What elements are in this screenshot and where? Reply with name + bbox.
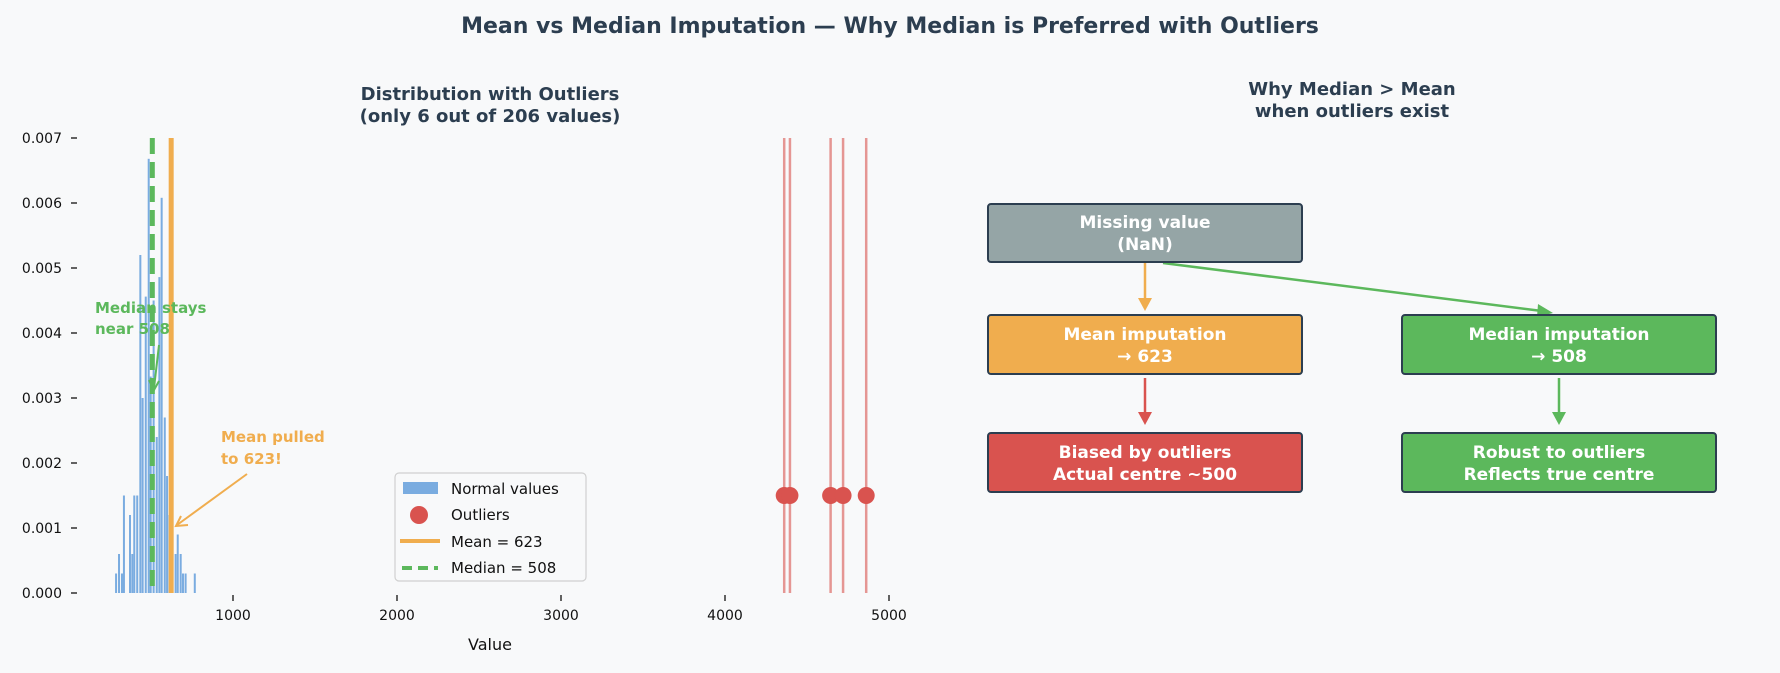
legend-label-mean: Mean = 623 [451, 533, 543, 551]
x-axis-label: Value [468, 635, 512, 654]
chart-title-line-1: Distribution with Outliers [361, 84, 620, 105]
legend-swatch-outliers [410, 506, 428, 524]
median-annotation-line-2: near 508 [95, 320, 170, 338]
histogram-bar [181, 573, 184, 593]
x-axis: 1000 2000 3000 4000 5000 [215, 595, 907, 624]
box-mean-imputation: Mean imputation → 623 [987, 314, 1303, 375]
arrowhead-icon [1537, 304, 1553, 317]
chart-title-line-2: (only 6 out of 206 values) [360, 106, 621, 127]
outlier-point [781, 487, 799, 504]
median-arrowhead-icon [148, 379, 160, 393]
histogram-bar [152, 300, 155, 593]
histogram-bar [176, 534, 179, 593]
diagram-title-line-2: when outliers exist [1255, 101, 1450, 122]
y-tick-label: 0.001 [22, 521, 62, 537]
box-robust: Robust to outliers Reflects true centre [1401, 432, 1717, 493]
y-tick-label: 0.005 [22, 261, 62, 277]
histogram-bar [120, 573, 123, 593]
histogram-bar [129, 515, 132, 593]
box-text-line: Actual centre ~500 [1053, 465, 1237, 485]
box-text-line: Median imputation [1468, 325, 1649, 345]
legend-label-outliers: Outliers [451, 506, 510, 524]
box-median-imputation: Median imputation → 508 [1401, 314, 1717, 375]
box-text-line: Mean imputation [1063, 325, 1226, 345]
arrowhead-icon [1138, 298, 1152, 311]
histogram-bar [160, 197, 163, 594]
median-annotation-arrow [153, 344, 160, 389]
box-text-line: → 623 [1117, 347, 1173, 367]
y-tick-label: 0.000 [22, 586, 62, 602]
histogram-bar [166, 476, 169, 593]
mean-annotation-line-2: to 623! [221, 450, 282, 468]
legend-frame [394, 472, 587, 582]
box-text-line: (NaN) [1117, 235, 1172, 255]
histogram-bar [193, 573, 196, 593]
mean-arrowhead-icon [174, 515, 189, 528]
histogram-bar [147, 158, 150, 594]
histogram-bar [131, 554, 134, 593]
y-tick-label: 0.007 [22, 131, 62, 147]
box-text-line: Robust to outliers [1473, 443, 1646, 463]
box-text-line: Reflects true centre [1464, 465, 1655, 485]
mean-annotation-arrow [176, 473, 248, 526]
legend-swatch-normal [403, 482, 438, 494]
legend-label-normal: Normal values [451, 480, 559, 498]
median-annotation-line-1: Median stays [95, 299, 207, 317]
y-axis: 0.000 0.001 0.002 0.003 0.004 0.005 0.006 0.007 [22, 131, 77, 602]
figure-title: Mean vs Median Imputation — Why Median i… [461, 14, 1319, 39]
x-tick-label: 2000 [379, 608, 415, 624]
arrow-missing-to-median [1162, 261, 1543, 313]
outlier-point [857, 487, 875, 504]
y-tick-label: 0.002 [22, 456, 62, 472]
histogram-bar [179, 554, 182, 593]
histogram-bar [158, 277, 161, 593]
histogram-bar [155, 437, 158, 593]
y-tick-label: 0.006 [22, 196, 62, 212]
mean-annotation-line-1: Mean pulled [221, 428, 325, 446]
arrowhead-icon [1552, 412, 1566, 425]
histogram-bar [144, 296, 147, 593]
outlier-point [822, 487, 840, 504]
box-biased: Biased by outliers Actual centre ~500 [987, 432, 1303, 493]
legend-label-median: Median = 508 [451, 559, 556, 577]
histogram-bar [163, 417, 166, 593]
histogram-bar [136, 495, 139, 593]
x-tick-label: 5000 [871, 608, 907, 624]
y-tick-label: 0.004 [22, 326, 62, 342]
histogram-bar [122, 495, 125, 593]
x-tick-label: 4000 [707, 608, 743, 624]
histogram-bar [115, 573, 118, 593]
diagram-title-line-1: Why Median > Mean [1248, 79, 1456, 100]
histogram-panel: Distribution with Outliers (only 6 out o… [22, 84, 907, 654]
histogram-bar [141, 398, 144, 593]
x-tick-label: 1000 [215, 608, 251, 624]
box-text-line: Missing value [1079, 213, 1210, 233]
legend: Normal values Outliers Mean = 623 Median… [394, 472, 587, 582]
mean-annotation: Mean pulled to 623! [174, 428, 325, 528]
box-missing-value: Missing value (NaN) [987, 203, 1303, 263]
histogram-bar [184, 573, 187, 593]
outlier-point [834, 487, 852, 504]
flow-diagram: Why Median > Mean when outliers exist Mi… [987, 79, 1717, 493]
box-text-line: Biased by outliers [1059, 443, 1232, 463]
x-tick-label: 3000 [543, 608, 579, 624]
median-annotation: Median stays near 508 [95, 299, 207, 393]
y-tick-label: 0.003 [22, 391, 62, 407]
histogram-bar [139, 255, 142, 593]
outlier-points [775, 487, 875, 504]
histogram-bar [174, 554, 177, 593]
arrowhead-icon [1138, 412, 1152, 425]
box-text-line: → 508 [1531, 347, 1587, 367]
histogram-bar [118, 554, 121, 593]
outlier-lines [782, 138, 868, 593]
histogram-bar [133, 495, 136, 593]
